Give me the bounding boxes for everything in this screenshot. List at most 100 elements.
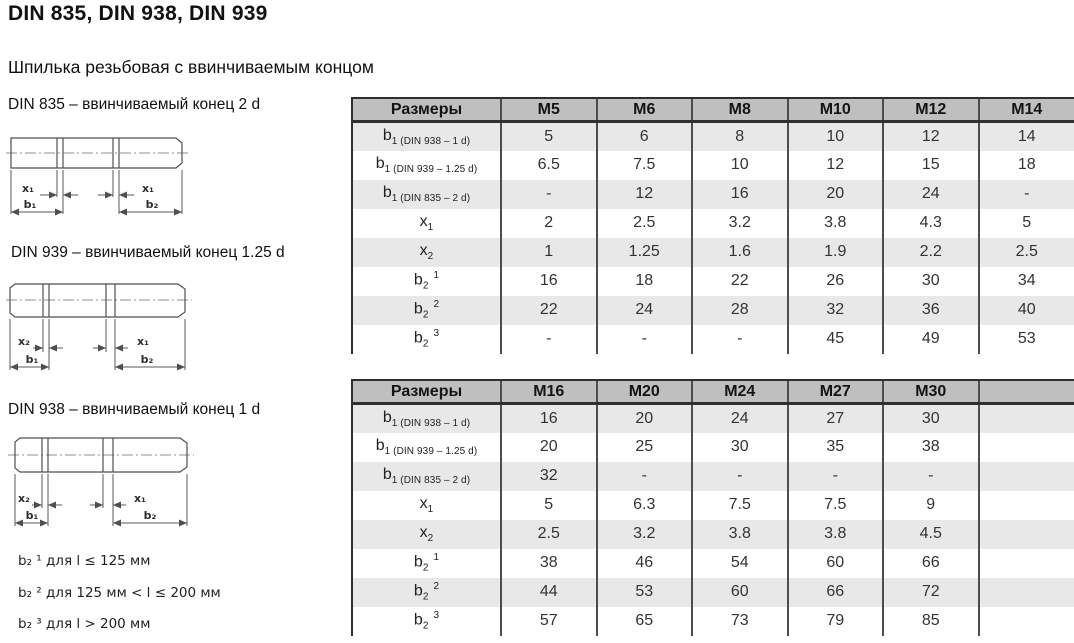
dim-label-b2: b₂ <box>146 198 159 211</box>
value-cell: 30 <box>882 403 979 433</box>
value-cell: 4.3 <box>882 208 979 238</box>
row-label: b1 (DIN 938 – 1 d) <box>351 121 501 151</box>
footnote-b2-3: b₂ ³ для l > 200 мм <box>18 616 151 632</box>
col-header-m8: M8 <box>691 97 788 123</box>
value-cell: 38 <box>882 432 979 462</box>
value-cell: 14 <box>977 121 1074 151</box>
value-cell: 7.5 <box>691 490 788 520</box>
col-header-m5: M5 <box>500 97 597 123</box>
value-cell: 12 <box>595 179 692 209</box>
value-cell: 10 <box>691 150 788 180</box>
col-header-m12: M12 <box>882 97 979 123</box>
row-label: b1 (DIN 835 – 2 d) <box>351 179 501 209</box>
value-cell: 3.8 <box>786 208 883 238</box>
value-cell: 30 <box>882 266 979 296</box>
dim-label-x-right: x₁ <box>142 182 154 195</box>
value-cell: 24 <box>691 403 788 433</box>
footnote-b2-1: b₂ ¹ для l ≤ 125 мм <box>18 553 151 569</box>
value-cell: 35 <box>786 432 883 462</box>
value-cell: 46 <box>595 548 692 578</box>
value-cell: 20 <box>595 403 692 433</box>
value-cell: 54 <box>691 548 788 578</box>
value-cell: 16 <box>691 179 788 209</box>
value-cell: 73 <box>691 606 788 636</box>
value-cell: 5 <box>500 490 597 520</box>
value-cell: 18 <box>977 150 1074 180</box>
row-label: b1 (DIN 835 – 2 d) <box>351 461 501 491</box>
value-cell: 12 <box>882 121 979 151</box>
value-cell: 49 <box>882 324 979 354</box>
value-cell: 5 <box>500 121 597 151</box>
value-cell: - <box>691 324 788 354</box>
header-row: Размеры M16 M20 M24 M27 M30 <box>351 379 1074 405</box>
value-cell: 2.5 <box>977 237 1074 267</box>
table-row: x1 5 6.3 7.5 7.5 9 <box>351 490 1074 520</box>
table-row: b1 (DIN 938 – 1 d) 5 6 8 10 12 14 <box>351 121 1074 151</box>
row-label: b22 <box>351 577 501 607</box>
col-header-m10: M10 <box>786 97 883 123</box>
value-cell: 36 <box>882 295 979 325</box>
table-row: b23- - -45 49 53 <box>351 324 1074 354</box>
value-cell: - <box>595 324 692 354</box>
value-cell: 2.2 <box>882 237 979 267</box>
value-cell: 40 <box>977 295 1074 325</box>
value-cell: 22 <box>500 295 597 325</box>
table-row: b21 38 46 54 60 66 <box>351 548 1074 578</box>
value-cell <box>977 432 1074 462</box>
value-cell: 2.5 <box>500 519 597 549</box>
value-cell: 45 <box>786 324 883 354</box>
col-header-m14: M14 <box>977 97 1074 123</box>
page-subtitle: Шпилька резьбовая с ввинчиваемым концом <box>8 57 374 77</box>
value-cell: 2.5 <box>595 208 692 238</box>
value-cell: 2 <box>500 208 597 238</box>
value-cell: 53 <box>595 577 692 607</box>
table-row: b23 57 65 73 79 85 <box>351 606 1074 636</box>
value-cell: 57 <box>500 606 597 636</box>
value-cell <box>977 490 1074 520</box>
value-cell: 79 <box>786 606 883 636</box>
value-cell: 85 <box>882 606 979 636</box>
row-label: b22 <box>351 295 501 325</box>
dim-label-b2: b₂ <box>144 509 157 522</box>
value-cell <box>977 577 1074 607</box>
value-cell: - <box>500 179 597 209</box>
value-cell: 65 <box>595 606 692 636</box>
table-row: x2 1 1.25 1.6 1.9 2.2 2.5 <box>351 237 1074 267</box>
col-header-m20: M20 <box>595 379 692 405</box>
col-header-sizes: Размеры <box>351 379 501 405</box>
value-cell: 7.5 <box>595 150 692 180</box>
value-cell: 3.2 <box>691 208 788 238</box>
value-cell: 27 <box>786 403 883 433</box>
value-cell: 10 <box>786 121 883 151</box>
row-label: x1 <box>351 208 501 238</box>
dim-label-x-left: x₂ <box>18 492 30 505</box>
value-cell: 3.8 <box>786 519 883 549</box>
stud-outline-icon <box>14 437 188 473</box>
header-row: Размеры M5 M6 M8 M10 M12 M14 <box>351 97 1074 123</box>
value-cell: 34 <box>977 266 1074 296</box>
col-header-m6: M6 <box>595 97 692 123</box>
dim-label-x-left: x₁ <box>22 182 34 195</box>
table-row: b1 (DIN 939 – 1.25 d) 20 25 30 35 38 <box>351 432 1074 462</box>
dimension-lines-icon <box>9 319 186 371</box>
value-cell: 28 <box>691 295 788 325</box>
table-row: b22 22 24 28 32 36 40 <box>351 295 1074 325</box>
value-cell <box>977 403 1074 433</box>
value-cell: - <box>882 461 979 491</box>
value-cell: 20 <box>500 432 597 462</box>
table-row: b21 16 18 22 26 30 34 <box>351 266 1074 296</box>
value-cell <box>977 461 1074 491</box>
row-label: b21 <box>351 266 501 296</box>
dimension-lines-icon <box>14 474 188 527</box>
value-cell: 66 <box>882 548 979 578</box>
value-cell: - <box>691 461 788 491</box>
value-cell: - <box>786 461 883 491</box>
value-cell: 15 <box>882 150 979 180</box>
value-cell: 38 <box>500 548 597 578</box>
value-cell: 7.5 <box>786 490 883 520</box>
value-cell: 66 <box>786 577 883 607</box>
dim-label-b1: b₁ <box>24 198 37 211</box>
dimension-lines-icon <box>10 170 183 216</box>
table-row: x1 2 2.5 3.2 3.8 4.3 5 <box>351 208 1074 238</box>
row-label: b1 (DIN 938 – 1 d) <box>351 403 501 433</box>
